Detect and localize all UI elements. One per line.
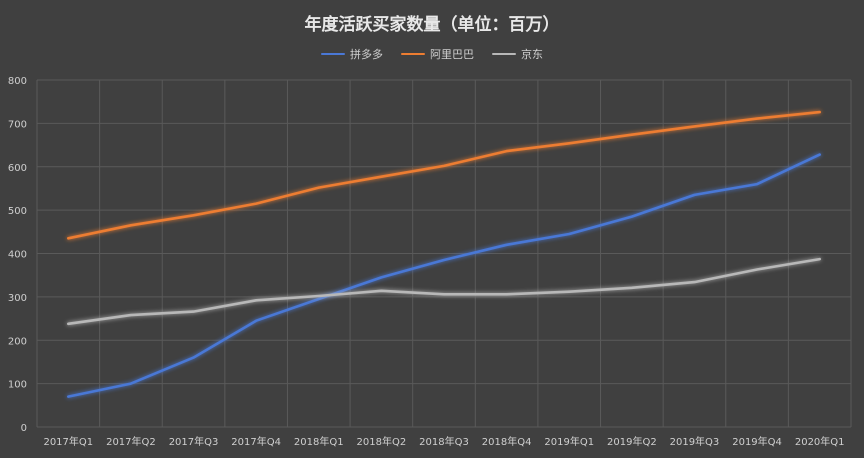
y-tick-label: 300	[8, 293, 27, 304]
y-tick-label: 800	[8, 76, 27, 87]
y-tick-label: 500	[8, 206, 27, 217]
x-tick-label: 2018年Q2	[357, 435, 407, 448]
x-tick-label: 2019年Q1	[544, 435, 594, 448]
legend-label: 拼多多	[350, 48, 383, 61]
x-tick-label: 2018年Q3	[419, 435, 469, 448]
x-tick-label: 2017年Q4	[231, 435, 281, 448]
legend-label: 京东	[521, 48, 543, 61]
legend: 拼多多 阿里巴巴 京东	[0, 46, 864, 62]
x-tick-label: 2017年Q1	[43, 435, 93, 448]
y-tick-label: 700	[8, 119, 27, 130]
legend-swatch	[321, 53, 345, 55]
y-tick-label: 200	[8, 336, 27, 347]
y-tick-label: 400	[8, 250, 27, 261]
x-tick-label: 2020年Q1	[795, 435, 845, 448]
x-tick-label: 2017年Q2	[106, 435, 156, 448]
series-line-2	[67, 257, 822, 326]
legend-item-1: 阿里巴巴	[401, 46, 474, 62]
legend-swatch	[492, 53, 516, 55]
y-tick-label: 0	[21, 423, 27, 434]
chart-title: 年度活跃买家数量（单位：百万）	[304, 15, 560, 35]
series-line-0	[67, 153, 822, 398]
legend-item-2: 京东	[492, 46, 543, 62]
legend-item-0: 拼多多	[321, 46, 383, 62]
x-tick-label: 2018年Q1	[294, 435, 344, 448]
x-tick-label: 2017年Q3	[169, 435, 219, 448]
y-tick-label: 600	[8, 163, 27, 174]
x-tick-label: 2018年Q4	[482, 435, 532, 448]
x-tick-label: 2019年Q3	[670, 435, 720, 448]
x-tick-label: 2019年Q2	[607, 435, 657, 448]
y-tick-label: 100	[8, 380, 27, 391]
legend-swatch	[401, 53, 425, 55]
legend-label: 阿里巴巴	[430, 48, 474, 61]
x-tick-label: 2019年Q4	[732, 435, 782, 448]
series-line-1	[67, 110, 822, 240]
